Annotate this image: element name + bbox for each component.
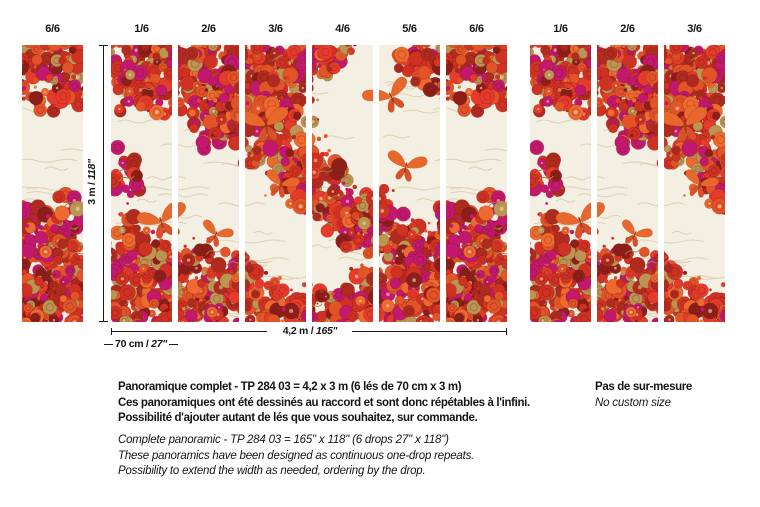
height-imperial: 118" (86, 159, 98, 180)
total-width-line-left (111, 331, 267, 332)
panel-label: 1/6 (134, 23, 149, 35)
strip-width-dash-right (169, 344, 178, 345)
height-dimension-tick-bottom (99, 321, 108, 322)
total-width-tick-right (506, 328, 507, 335)
panel-label: 1/6 (553, 23, 568, 35)
strip-width-label: 70 cm / 27" (113, 338, 169, 350)
height-dimension-tick-top (99, 45, 108, 46)
strip-width-imperial: 27" (151, 338, 167, 350)
description-en-line-3: Possibility to extend the width as neede… (118, 465, 426, 477)
total-width-line-right (352, 331, 507, 332)
panel-label: 6/6 (45, 23, 60, 35)
panel-label: 2/6 (620, 23, 635, 35)
description-fr-line-3: Possibilité d'ajouter autant de lés que … (118, 412, 478, 424)
no-custom-size-fr: Pas de sur-mesure (595, 381, 692, 393)
panel-label: 5/6 (402, 23, 417, 35)
height-dimension-label: 3 m / 118" (86, 122, 98, 242)
total-width-label: 4,2 m / 165" (267, 325, 353, 337)
wallpaper-panels-illustration (0, 45, 760, 322)
description-fr-line-2: Ces panoramiques ont été dessinés au rac… (118, 396, 530, 409)
total-width-metric: 4,2 m / (282, 325, 316, 337)
total-width-imperial: 165" (315, 325, 338, 337)
panel-label: 3/6 (268, 23, 283, 35)
strip-width-dash-left (104, 344, 113, 345)
panel-label: 4/6 (335, 23, 350, 35)
total-width-tick-left (111, 328, 112, 335)
description-fr-line-1: Panoramique complet - TP 284 03 = 4,2 x … (118, 381, 462, 393)
height-dimension-line (103, 45, 104, 322)
height-metric: 3 m / (86, 179, 98, 205)
description-en-line-2: These panoramics have been designed as c… (118, 449, 475, 462)
no-custom-size-en: No custom size (595, 396, 671, 409)
panel-label: 2/6 (201, 23, 216, 35)
panel-label: 3/6 (687, 23, 702, 35)
description-en-line-1: Complete panoramic - TP 284 03 = 165" x … (118, 434, 449, 446)
panel-label: 6/6 (469, 23, 484, 35)
strip-width-metric: 70 cm / (115, 338, 152, 350)
